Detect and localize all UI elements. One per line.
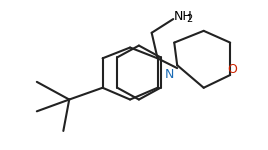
Text: O: O: [227, 63, 237, 76]
Text: N: N: [165, 68, 174, 81]
Text: 2: 2: [186, 14, 192, 24]
Text: NH: NH: [173, 10, 192, 23]
